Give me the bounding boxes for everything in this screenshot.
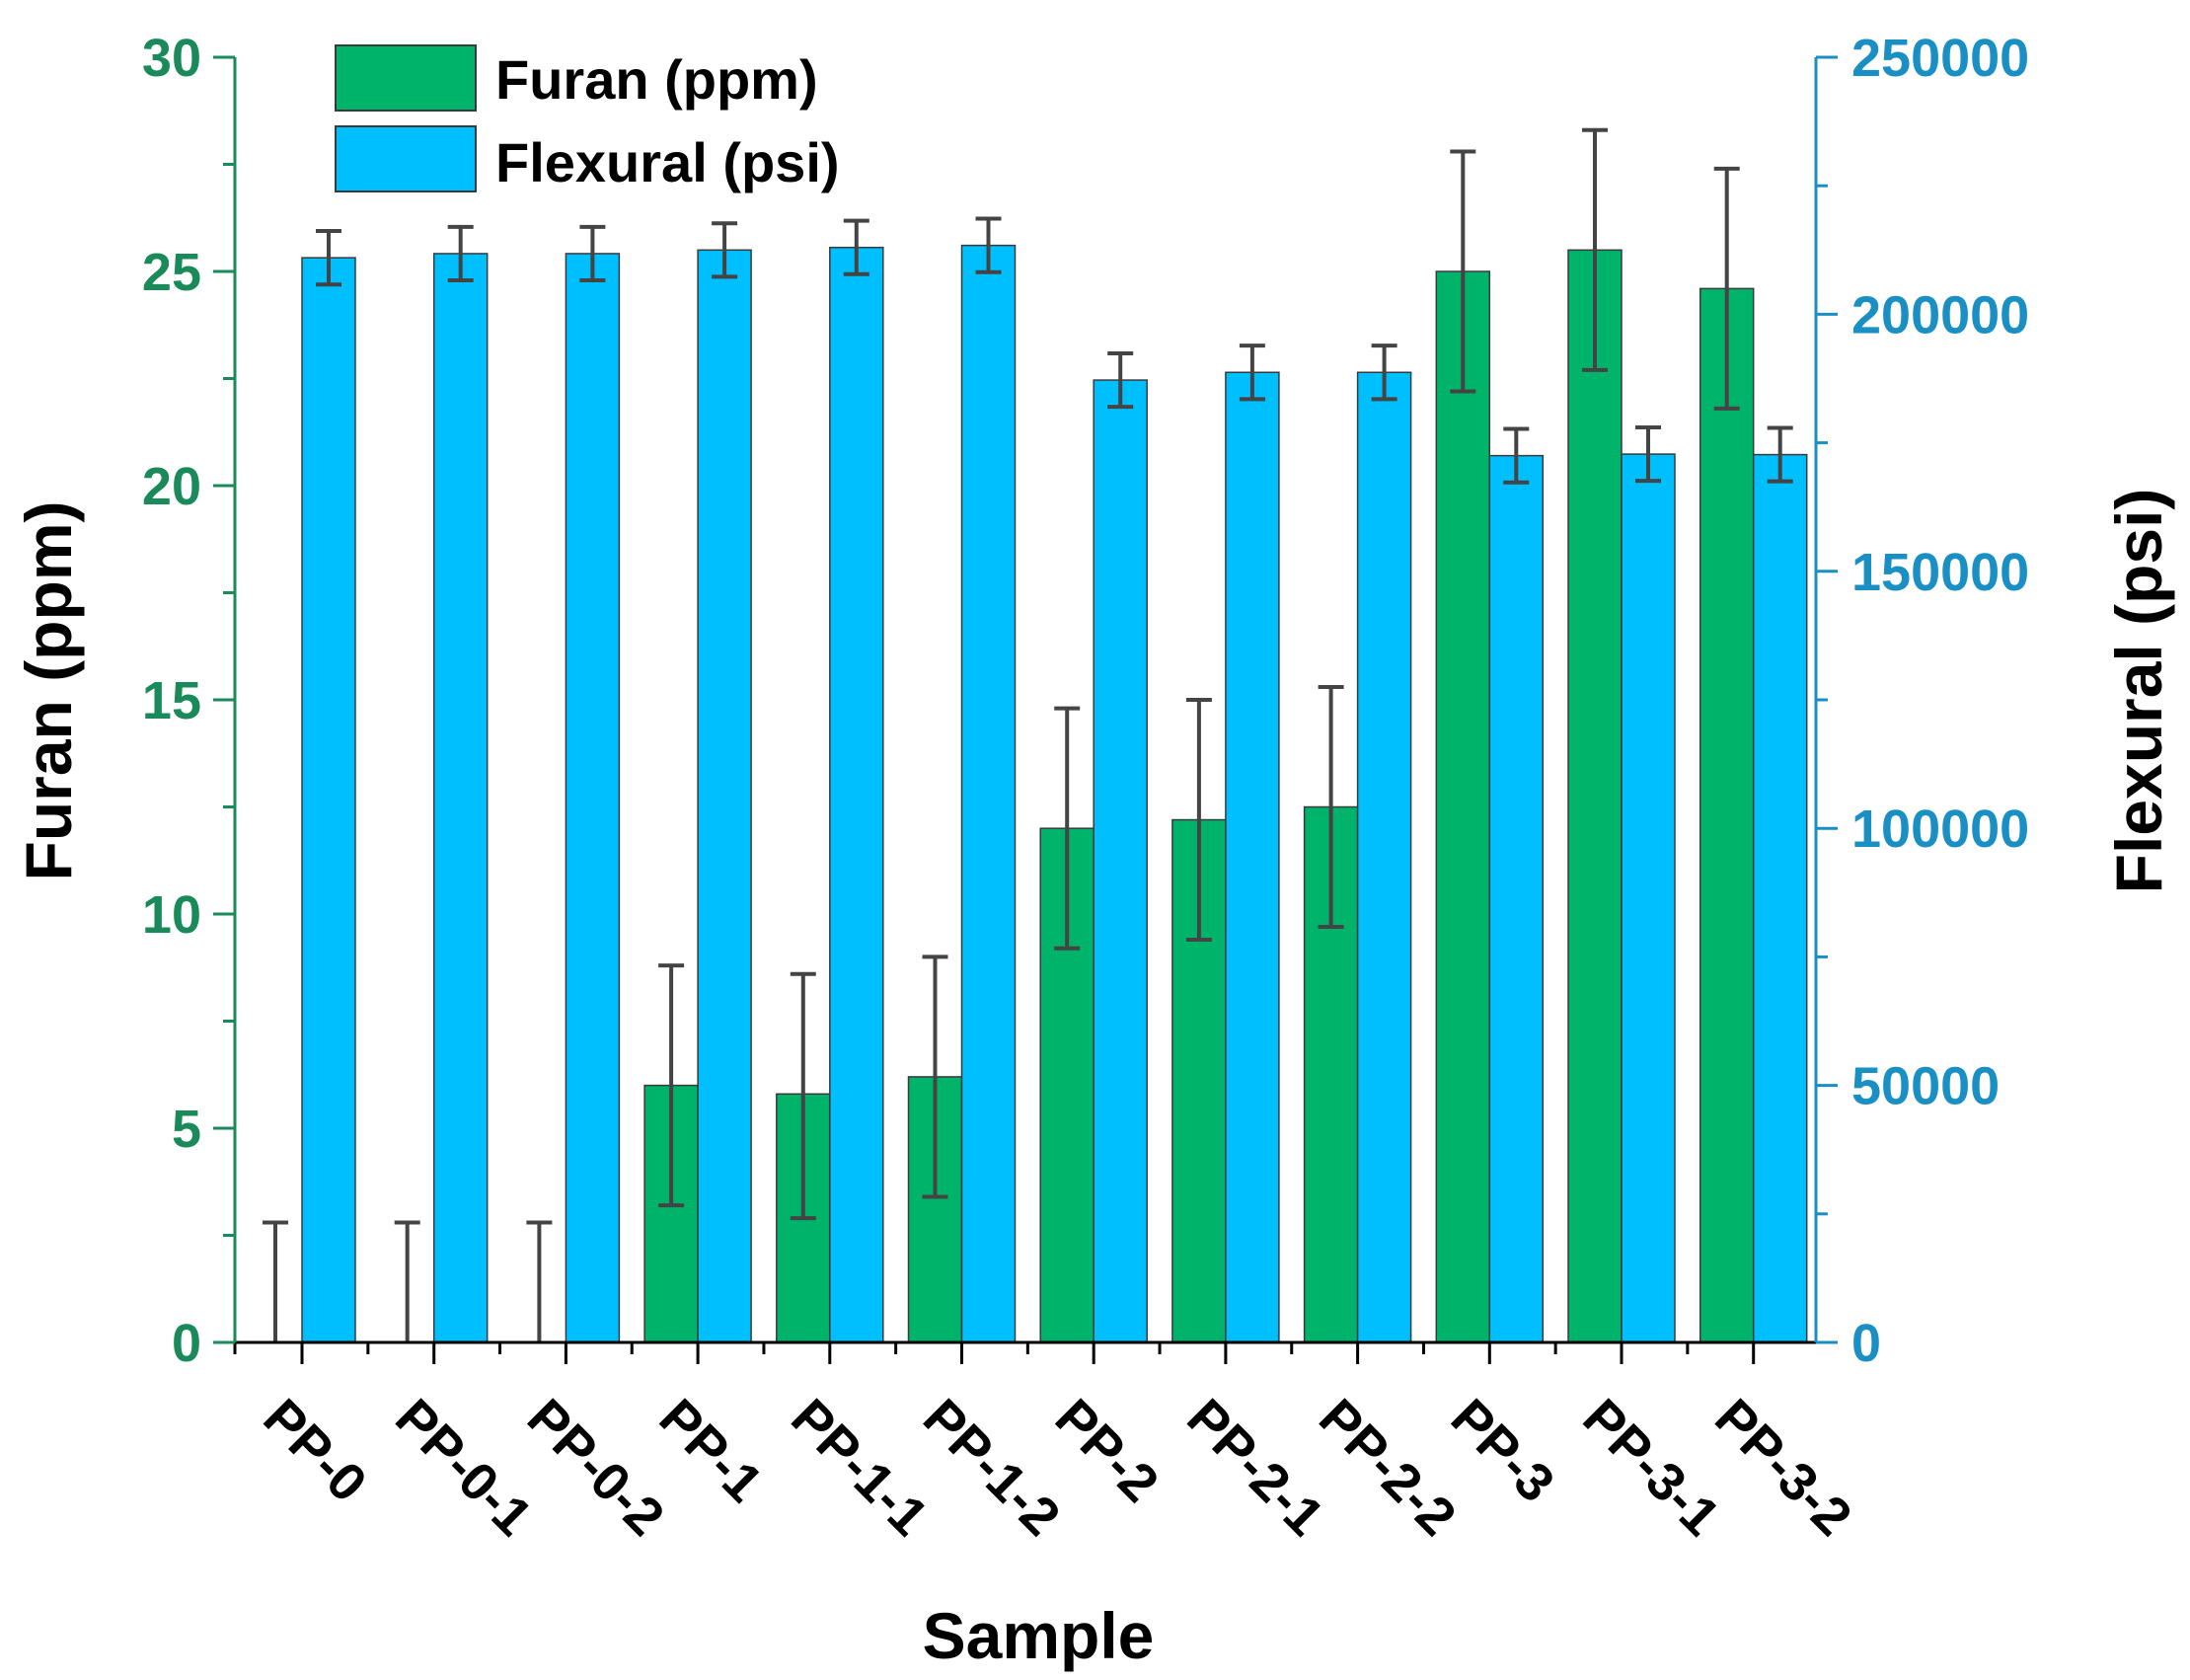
y-left-tick-label: 30 — [142, 29, 201, 88]
bar-flexural-PP-3-2 — [1752, 453, 1808, 1343]
x-axis-title: Sample — [923, 1599, 1155, 1672]
bar-furan-PP-3-1 — [1567, 249, 1623, 1343]
x-tick-label: PP-3-2 — [1703, 1388, 1862, 1547]
bars-layer — [301, 244, 1808, 1343]
x-tick-label: PP-2 — [1044, 1388, 1170, 1513]
y-left-tick-label: 0 — [172, 1314, 201, 1373]
x-tick-label: PP-3 — [1440, 1388, 1565, 1513]
error-bars-layer — [263, 127, 1793, 1342]
bar-flexural-PP-2-1 — [1225, 371, 1280, 1343]
bar-flexural-PP-1 — [697, 249, 752, 1343]
legend-label-furan: Furan (ppm) — [495, 48, 818, 111]
bar-flexural-PP-2-2 — [1356, 371, 1412, 1343]
bar-flexural-PP-3 — [1488, 454, 1545, 1343]
x-tick-label: PP-3-1 — [1572, 1388, 1731, 1547]
bar-flexural-PP-1-1 — [829, 246, 884, 1343]
y-left-tick-label: 15 — [142, 671, 201, 730]
x-tick-label: PP-2-2 — [1308, 1388, 1467, 1547]
x-tick-label: PP-0 — [253, 1388, 378, 1513]
x-tick-label: PP-0-1 — [384, 1388, 543, 1547]
bar-flexural-PP-1-2 — [960, 244, 1017, 1343]
bar-flexural-PP-3-1 — [1621, 453, 1676, 1343]
bar-furan-PP-3 — [1435, 270, 1491, 1343]
y-axis-left-title: Furan (ppm) — [12, 501, 85, 881]
legend-swatch-flexural — [335, 125, 477, 192]
y-right-tick-label: 50000 — [1851, 1057, 2000, 1116]
x-tick-label: PP-1-2 — [912, 1388, 1071, 1547]
y-right-tick-label: 250000 — [1851, 29, 2029, 88]
x-tick-label: PP-0-2 — [516, 1388, 675, 1547]
bar-flexural-PP-2 — [1093, 379, 1148, 1343]
bar-flexural-PP-0-2 — [565, 253, 621, 1343]
y-right-tick-label: 200000 — [1851, 285, 2029, 344]
x-tick-label: PP-1 — [648, 1388, 774, 1513]
y-axis-right-title: Flexural (psi) — [2102, 489, 2175, 894]
y-left-tick-label: 20 — [142, 457, 201, 516]
y-right-tick-label: 100000 — [1851, 800, 2029, 859]
y-left-tick-label: 10 — [142, 885, 201, 945]
y-left-tick-label: 5 — [172, 1100, 201, 1159]
bar-flexural-PP-0-1 — [432, 253, 489, 1343]
legend-label-flexural: Flexural (psi) — [495, 131, 840, 193]
legend: Furan (ppm) Flexural (psi) — [335, 44, 840, 193]
axes-layer — [213, 55, 1838, 1364]
bar-flexural-PP-0 — [301, 257, 356, 1343]
legend-swatch-furan — [335, 44, 477, 112]
y-right-tick-label: 150000 — [1851, 543, 2029, 602]
y-left-tick-label: 25 — [142, 243, 201, 302]
x-tick-label: PP-2-1 — [1175, 1388, 1334, 1547]
bar-furan-PP-3-2 — [1699, 287, 1755, 1343]
y-right-tick-label: 0 — [1851, 1314, 1881, 1373]
x-tick-label: PP-1-1 — [780, 1388, 939, 1547]
